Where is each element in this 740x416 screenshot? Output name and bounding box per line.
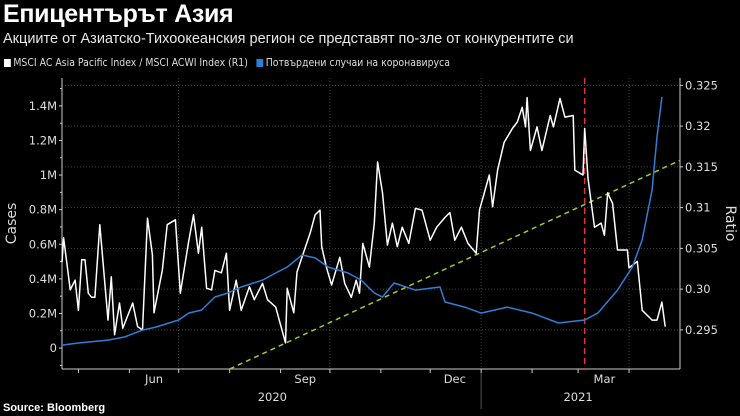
source-note: Source: Bloomberg — [3, 402, 106, 414]
legend-swatch-cases — [256, 58, 264, 67]
cases-series-line — [61, 96, 663, 346]
x-tick-label: Sep — [294, 372, 316, 386]
legend-label-ratio: MSCI AC Asia Pacific Index / MSCI ACWI I… — [13, 56, 248, 69]
left-tick-label: 0.2M — [29, 306, 57, 320]
trendline — [229, 159, 681, 370]
legend: MSCI AC Asia Pacific Index / MSCI ACWI I… — [4, 56, 450, 69]
legend-label-cases: Потвърдени случаи на коронавируса — [265, 56, 450, 69]
legend-item-ratio: MSCI AC Asia Pacific Index / MSCI ACWI I… — [4, 56, 248, 69]
x-tick-label: Jun — [144, 372, 163, 386]
x-tick-label: Mar — [594, 372, 616, 386]
chart-title: Епицентърът Азия — [3, 0, 234, 28]
left-tick-label: 0.8M — [29, 203, 57, 217]
left-tick-label: 0 — [50, 341, 57, 355]
ratio-series-line — [61, 96, 666, 344]
chart-subtitle: Акциите от Азиатско-Тихоокеанския регион… — [3, 31, 574, 47]
right-tick-label: 0.31 — [685, 201, 711, 215]
right-tick-label: 0.325 — [685, 78, 718, 92]
right-tick-label: 0.32 — [685, 119, 711, 133]
left-tick-label: 1.4M — [29, 99, 57, 113]
year-label: 2021 — [563, 390, 592, 404]
legend-item-cases: Потвърдени случаи на коронавируса — [256, 56, 450, 69]
right-tick-label: 0.315 — [685, 160, 718, 174]
left-tick-label: 1M — [40, 168, 57, 182]
year-label: 2020 — [258, 390, 287, 404]
left-tick-label: 0.6M — [29, 237, 57, 251]
right-tick-label: 0.30 — [685, 282, 711, 296]
left-tick-label: 1.2M — [29, 133, 57, 147]
left-axis-title: Cases — [4, 203, 20, 245]
left-tick-label: 0.4M — [29, 272, 57, 286]
right-tick-label: 0.295 — [685, 323, 718, 337]
x-tick-label: Dec — [444, 372, 466, 386]
legend-swatch-ratio — [4, 58, 11, 67]
right-axis-title: Ratio — [722, 206, 738, 242]
right-tick-label: 0.305 — [685, 241, 718, 255]
